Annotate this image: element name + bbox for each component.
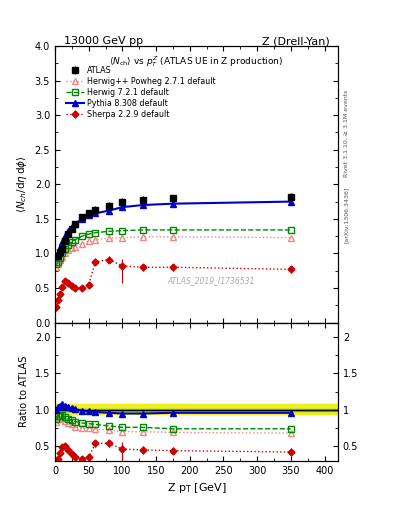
Text: ATLAS_2019_I1736531: ATLAS_2019_I1736531 bbox=[167, 276, 254, 286]
Y-axis label: $\langle N_{ch}/\mathrm{d}\eta\,\mathrm{d}\phi\rangle$: $\langle N_{ch}/\mathrm{d}\eta\,\mathrm{… bbox=[15, 156, 29, 213]
Y-axis label: Ratio to ATLAS: Ratio to ATLAS bbox=[19, 356, 29, 428]
Text: Z (Drell-Yan): Z (Drell-Yan) bbox=[262, 36, 329, 46]
Text: $\langle N_\mathrm{ch}\rangle$ vs $p_T^Z$ (ATLAS UE in Z production): $\langle N_\mathrm{ch}\rangle$ vs $p_T^Z… bbox=[109, 54, 284, 69]
Text: [arXiv:1306.3436]: [arXiv:1306.3436] bbox=[344, 187, 349, 243]
Legend: ATLAS, Herwig++ Powheg 2.7.1 default, Herwig 7.2.1 default, Pythia 8.308 default: ATLAS, Herwig++ Powheg 2.7.1 default, He… bbox=[65, 64, 217, 120]
Text: 13000 GeV pp: 13000 GeV pp bbox=[64, 36, 143, 46]
Text: Rivet 3.1.10, ≥ 3.1M events: Rivet 3.1.10, ≥ 3.1M events bbox=[344, 90, 349, 177]
X-axis label: Z p$_\mathrm{T}$ [GeV]: Z p$_\mathrm{T}$ [GeV] bbox=[167, 481, 226, 495]
